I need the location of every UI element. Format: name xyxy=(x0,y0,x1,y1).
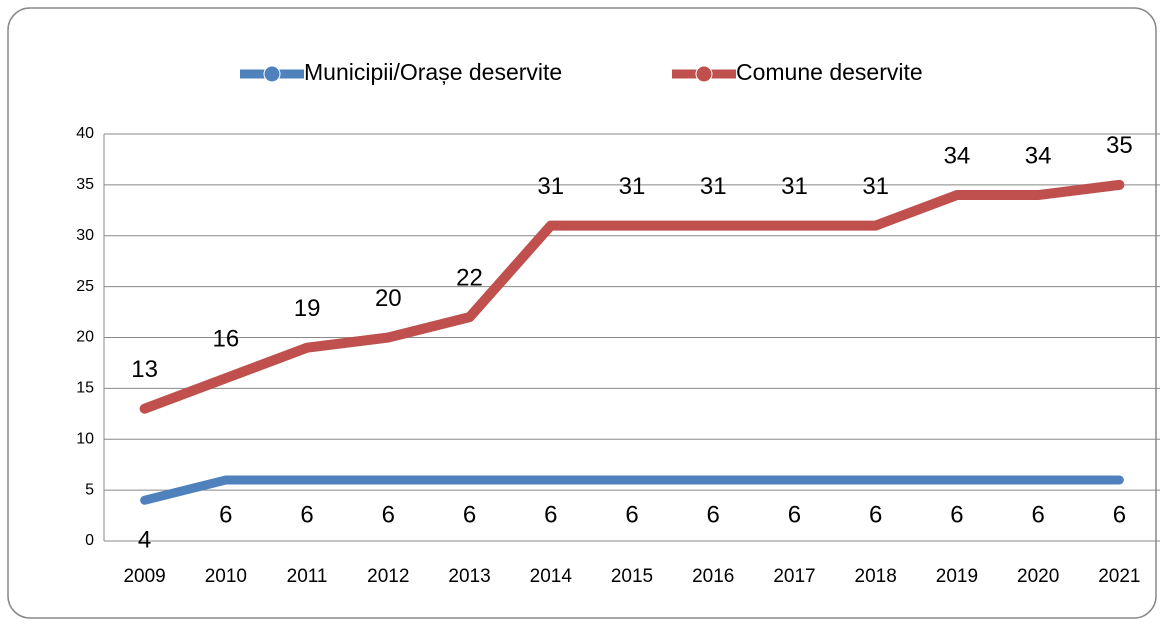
y-tick-label: 20 xyxy=(76,329,94,346)
y-tick-label: 25 xyxy=(76,278,94,295)
series-line xyxy=(139,179,1125,414)
x-tick-label: 2013 xyxy=(448,566,490,587)
data-label: 6 xyxy=(788,501,801,528)
data-label: 31 xyxy=(619,173,646,200)
data-label: 6 xyxy=(707,501,720,528)
y-tick-label: 15 xyxy=(76,380,94,397)
data-label: 31 xyxy=(862,173,889,200)
data-label: 6 xyxy=(869,501,882,528)
x-tick-label: 2020 xyxy=(1017,566,1059,587)
series-line xyxy=(140,475,1124,505)
data-label: 6 xyxy=(544,501,557,528)
x-tick-label: 2021 xyxy=(1098,566,1140,587)
data-label: 6 xyxy=(382,501,395,528)
y-tick-label: 10 xyxy=(76,430,94,447)
data-label: 22 xyxy=(456,264,483,291)
data-label: 6 xyxy=(1031,501,1044,528)
data-label: 31 xyxy=(781,173,808,200)
data-label: 13 xyxy=(131,356,158,383)
x-tick-label: 2019 xyxy=(936,566,978,587)
chart-border xyxy=(7,7,1157,619)
data-label: 6 xyxy=(463,501,476,528)
data-label: 35 xyxy=(1106,132,1133,159)
data-label: 34 xyxy=(1025,142,1052,169)
y-tick-label: 40 xyxy=(76,125,94,142)
data-label: 16 xyxy=(212,326,239,353)
data-label: 6 xyxy=(950,501,963,528)
data-label: 6 xyxy=(1113,501,1126,528)
legend-marker xyxy=(263,65,281,83)
x-tick-label: 2009 xyxy=(123,566,165,587)
y-tick-label: 0 xyxy=(85,532,94,549)
x-tick-label: 2014 xyxy=(530,566,573,587)
y-tick-label: 30 xyxy=(76,227,94,244)
data-label: 31 xyxy=(537,173,564,200)
x-tick-label: 2010 xyxy=(205,566,247,587)
data-label: 6 xyxy=(625,501,638,528)
y-tick-label: 35 xyxy=(76,176,94,193)
data-label: 6 xyxy=(300,501,313,528)
legend-label: Comune deservite xyxy=(736,59,923,85)
data-label: 4 xyxy=(138,526,151,553)
data-label: 31 xyxy=(700,173,727,200)
x-tick-label: 2012 xyxy=(367,566,409,587)
data-label: 19 xyxy=(294,295,321,322)
x-tick-label: 2011 xyxy=(287,566,328,587)
data-label: 6 xyxy=(219,501,232,528)
x-tick-label: 2017 xyxy=(773,566,815,587)
x-tick-label: 2015 xyxy=(611,566,653,587)
x-tick-label: 2018 xyxy=(855,566,897,587)
data-label: 20 xyxy=(375,285,402,312)
y-tick-label: 5 xyxy=(85,481,94,498)
data-label: 34 xyxy=(944,142,971,169)
legend-label: Municipii/Orașe deservite xyxy=(304,59,562,85)
legend-marker xyxy=(695,65,713,83)
x-tick-label: 2016 xyxy=(692,566,734,587)
